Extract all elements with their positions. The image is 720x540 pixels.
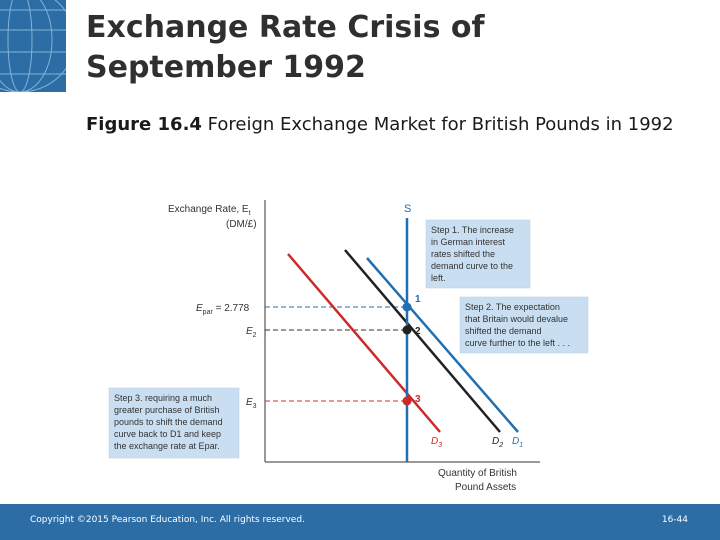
step-3-line: curve back to D1 and keep <box>114 429 221 439</box>
equilibrium-point-1 <box>402 302 412 312</box>
e3-label: E3 <box>246 397 257 410</box>
step-1-line: Step 1. The increase <box>431 225 514 235</box>
copyright-text: Copyright ©2015 Pearson Education, Inc. … <box>30 515 305 525</box>
step-1-line: left. <box>431 273 446 283</box>
page-number: 16-44 <box>661 515 688 525</box>
step-2-note: Step 2. The expectation that Britain wou… <box>459 296 589 354</box>
step-1-line: in German interest <box>431 237 506 247</box>
step-3-line: pounds to shift the demand <box>114 417 223 427</box>
x-axis-label-line-2: Pound Assets <box>455 482 516 493</box>
e2-label: E2 <box>246 326 257 339</box>
step-2-line: shifted the demand <box>465 326 542 336</box>
d2-label: D2 <box>492 436 503 449</box>
step-3-line: greater purchase of British <box>114 405 220 415</box>
x-axis-label-line-1: Quantity of British <box>438 468 517 479</box>
d3-label: D3 <box>431 436 442 449</box>
step-3-line: Step 3. requiring a much <box>114 393 212 403</box>
figure-label: Figure 16.4 <box>86 114 202 135</box>
step-2-line: Step 2. The expectation <box>465 302 560 312</box>
y-axis-label: Exchange Rate, Et <box>168 204 251 217</box>
footer-bar: Copyright ©2015 Pearson Education, Inc. … <box>0 504 720 540</box>
step-3-line: the exchange rate at Epar. <box>114 441 220 451</box>
e-par-label: Epar = 2.778 <box>196 303 250 316</box>
demand-curve-d3 <box>287 253 441 433</box>
step-2-line: that Britain would devalue <box>465 314 568 324</box>
title-line-2: September 1992 <box>86 50 366 85</box>
supply-label: S <box>404 203 411 215</box>
equilibrium-point-3 <box>402 396 412 406</box>
step-1-line: demand curve to the <box>431 261 513 271</box>
demand-curve-d2 <box>344 249 501 433</box>
step-2-line: curve further to the left . . . <box>465 338 570 348</box>
y-axis-unit: (DM/£) <box>226 219 257 230</box>
point-2-label: 2 <box>415 326 421 337</box>
figure-caption: Figure 16.4 Foreign Exchange Market for … <box>86 114 706 136</box>
d1-label: D1 <box>512 436 523 449</box>
step-1-note: Step 1. The increase in German interest … <box>425 219 531 289</box>
globe-icon <box>0 0 66 92</box>
title-line-1: Exchange Rate Crisis of <box>86 10 485 45</box>
globe-decoration <box>0 0 66 92</box>
slide-title: Exchange Rate Crisis of September 1992 <box>86 8 686 88</box>
step-1-line: rates shifted the <box>431 249 495 259</box>
step-3-note: Step 3. requiring a much greater purchas… <box>108 387 240 459</box>
demand-curve-d1 <box>366 257 519 433</box>
point-3-label: 3 <box>415 394 421 405</box>
equilibrium-point-2 <box>402 325 412 335</box>
figure-caption-text: Foreign Exchange Market for British Poun… <box>201 114 674 135</box>
point-1-label: 1 <box>415 294 421 305</box>
